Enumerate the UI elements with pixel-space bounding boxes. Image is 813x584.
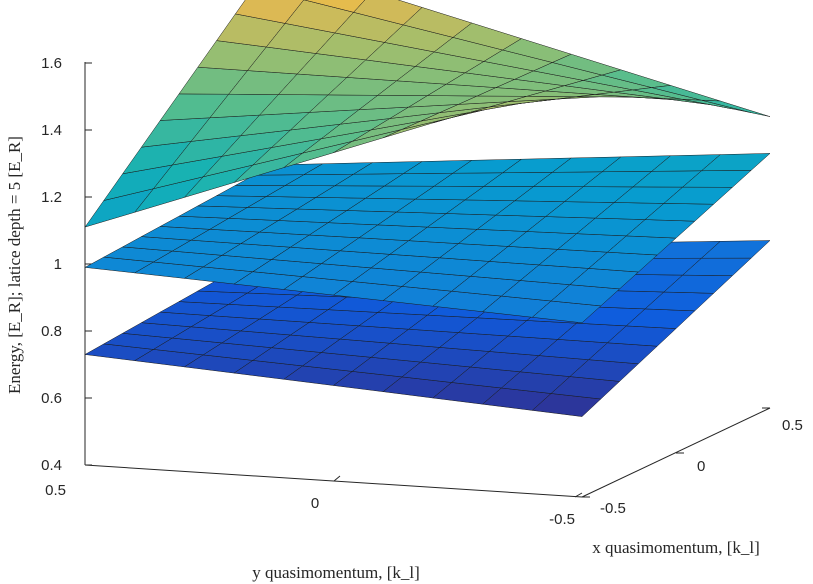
surface-patch	[701, 99, 771, 117]
y-axis-line	[84, 464, 583, 498]
y-tick-label: -0.5	[549, 511, 575, 528]
surface-patch	[700, 240, 771, 259]
y-tick-label: 0	[311, 495, 319, 512]
x-tick-label: 0	[697, 458, 705, 475]
z-tick-label: 1.6	[41, 55, 62, 72]
y-tick-label: 0.5	[45, 482, 66, 499]
z-tick-label: 0.4	[41, 457, 62, 474]
x-tick-label: -0.5	[600, 500, 626, 517]
y-tick	[574, 492, 583, 498]
surface-patch	[234, 0, 305, 24]
x-tick-label: 0.5	[782, 417, 803, 434]
surface-layers	[84, 0, 771, 417]
y-tick	[333, 475, 341, 482]
x-axis-label: x quasimomentum, [k_l]	[592, 538, 760, 557]
z-tick-label: 0.8	[41, 323, 62, 340]
z-tick-label: 1.4	[41, 122, 62, 139]
surface-band-2	[84, 153, 771, 324]
y-axis-label: y quasimomentum, [k_l]	[252, 563, 420, 582]
z-tick-label: 1.2	[41, 189, 62, 206]
z-tick-marks	[85, 62, 92, 466]
surface-patch	[303, 0, 366, 13]
z-tick-label: 1	[54, 256, 62, 273]
z-axis-label: Energy, [E_R]; latice depth = 5 [E_R]	[5, 136, 24, 394]
z-tick-label: 0.6	[41, 390, 62, 407]
surface-patch	[700, 153, 771, 172]
surface-band-3	[84, 0, 771, 228]
